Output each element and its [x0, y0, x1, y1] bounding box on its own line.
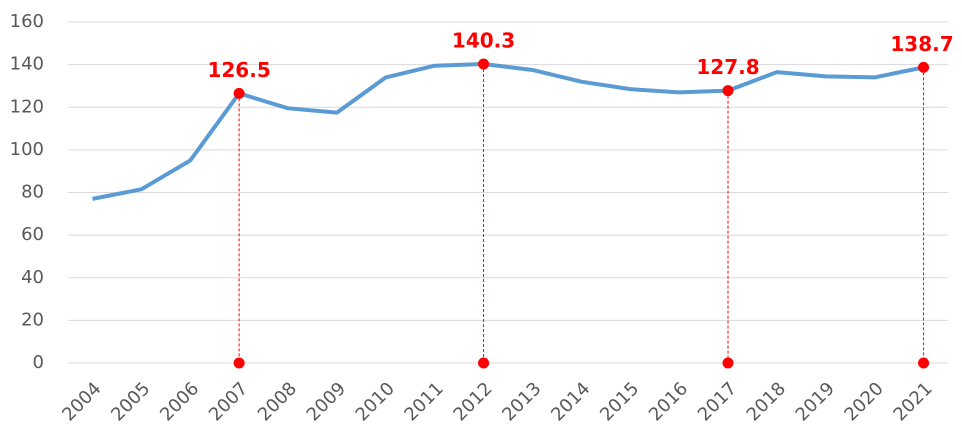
- y-tick-label: 0: [33, 352, 44, 373]
- highlight-label: 140.3: [452, 28, 515, 52]
- x-tick-label: 2018: [743, 378, 790, 425]
- x-tick-label: 2013: [498, 378, 545, 425]
- x-tick-label: 2021: [889, 378, 936, 425]
- baseline-point: [918, 357, 930, 369]
- x-tick-label: 2019: [792, 378, 839, 425]
- x-tick-label: 2005: [107, 378, 154, 425]
- x-tick-label: 2015: [596, 378, 643, 425]
- y-tick-label: 140: [10, 54, 44, 75]
- baseline-point: [233, 357, 245, 369]
- y-tick-label: 120: [10, 96, 44, 117]
- baseline-point: [478, 357, 490, 369]
- y-tick-label: 100: [10, 139, 44, 160]
- data-line: [92, 61, 924, 201]
- y-tick-label: 160: [10, 11, 44, 32]
- x-tick-label: 2007: [205, 378, 252, 425]
- x-tick-label: 2016: [645, 378, 692, 425]
- x-tick-label: 2020: [840, 378, 887, 425]
- y-tick-label: 20: [21, 309, 44, 330]
- highlight-point: [722, 85, 734, 97]
- x-tick-label: 2011: [400, 378, 447, 425]
- x-tick-label: 2017: [694, 378, 741, 425]
- x-tick-label: 2010: [352, 378, 399, 425]
- x-tick-label: 2004: [58, 378, 105, 425]
- highlight-point: [918, 61, 930, 73]
- x-tick-label: 2012: [449, 378, 496, 425]
- x-tick-label: 2008: [254, 378, 301, 425]
- y-tick-label: 80: [21, 182, 44, 203]
- highlight-label: 138.7: [890, 32, 953, 56]
- highlight-point: [233, 87, 245, 99]
- x-tick-label: 2009: [303, 378, 350, 425]
- y-tick-label: 40: [21, 267, 44, 288]
- baseline-point: [722, 357, 734, 369]
- x-tick-label: 2014: [547, 378, 594, 425]
- highlight-label: 126.5: [207, 58, 270, 82]
- y-tick-label: 60: [21, 224, 44, 245]
- highlight-label: 127.8: [696, 55, 759, 79]
- highlight-point: [478, 58, 490, 70]
- x-tick-label: 2006: [156, 378, 203, 425]
